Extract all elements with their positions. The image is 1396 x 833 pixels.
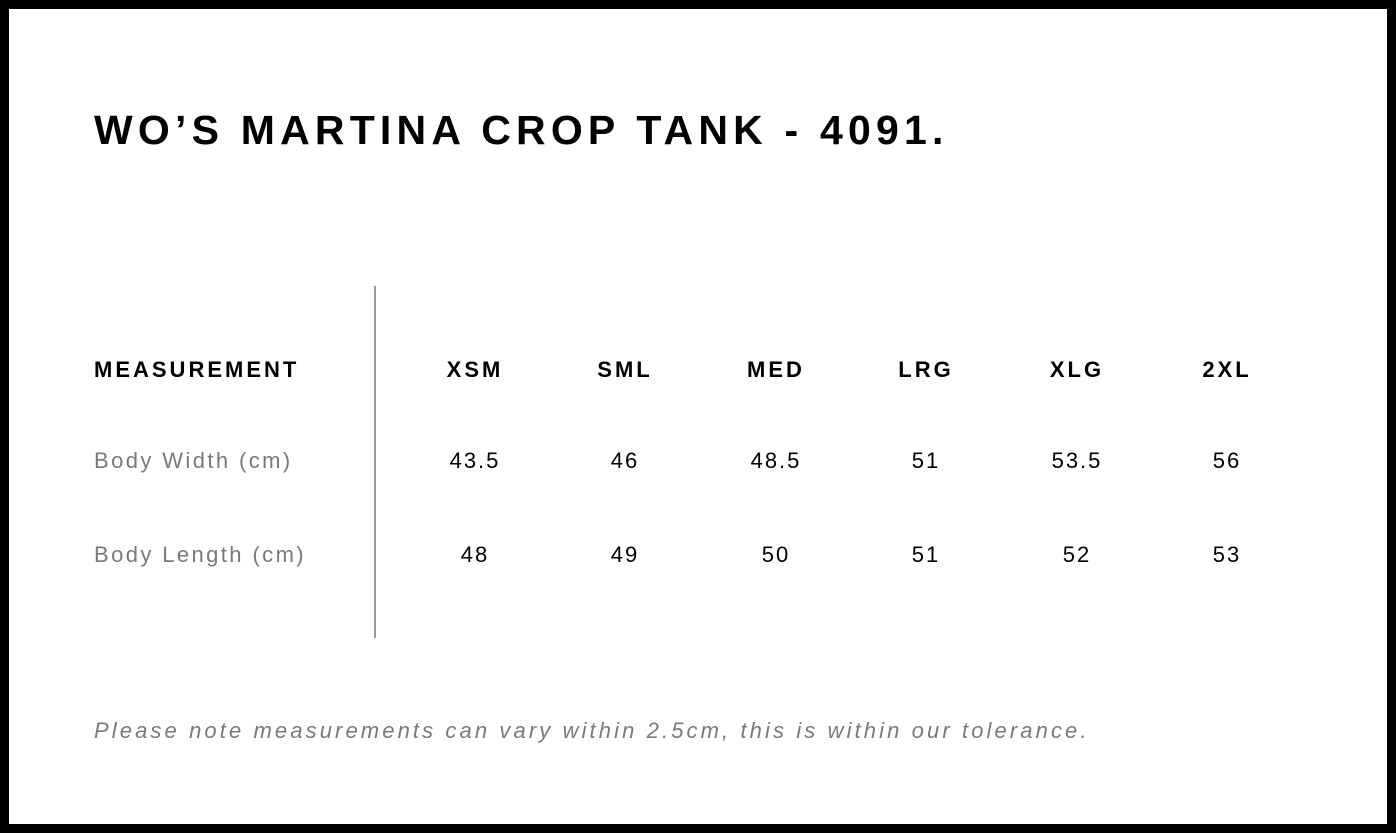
table-cell: 50 [761, 542, 791, 567]
size-header: SML [597, 357, 653, 382]
table-cell: 48.5 [750, 448, 802, 473]
table-cell: 51 [911, 542, 941, 567]
table-cell: 51 [911, 448, 941, 473]
row-label: Body Width (cm) [94, 448, 293, 473]
measurement-header: MEASUREMENT [94, 357, 300, 382]
table-cell: 56 [1212, 448, 1242, 473]
size-chart-card: WO’S MARTINA CROP TANK - 4091. MEASUREME… [9, 9, 1387, 824]
table-cell: 53.5 [1051, 448, 1103, 473]
table-cell: 46 [610, 448, 640, 473]
tolerance-note: Please note measurements can vary within… [94, 718, 1090, 743]
table-cell: 49 [610, 542, 640, 567]
size-header: LRG [898, 357, 954, 382]
table-cell: 53 [1212, 542, 1242, 567]
table-cell: 43.5 [449, 448, 501, 473]
size-header: XSM [446, 357, 504, 382]
size-header: XLG [1049, 357, 1105, 382]
table-cell: 48 [460, 542, 490, 567]
size-header: 2XL [1202, 357, 1252, 382]
size-header: MED [747, 357, 805, 382]
column-divider [374, 286, 376, 638]
page-title: WO’S MARTINA CROP TANK - 4091. [94, 107, 949, 153]
row-label: Body Length (cm) [94, 542, 307, 567]
table-cell: 52 [1062, 542, 1092, 567]
